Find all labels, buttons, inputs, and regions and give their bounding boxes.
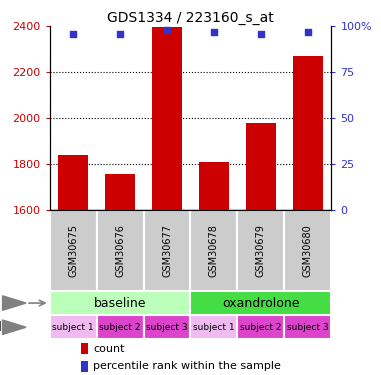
Bar (144, 315, 190, 339)
Bar (285, 210, 331, 291)
Text: oxandrolone: oxandrolone (222, 297, 300, 310)
Bar (237, 210, 285, 291)
Point (164, 27, 170, 33)
Bar (199, 162, 229, 210)
Title: GDS1334 / 223160_s_at: GDS1334 / 223160_s_at (107, 11, 274, 25)
Bar (152, 27, 182, 210)
Point (70, 31, 76, 37)
Point (258, 31, 264, 37)
Bar (237, 315, 285, 339)
Bar (144, 210, 190, 291)
Bar (246, 123, 276, 210)
Bar (96, 315, 144, 339)
Bar (50, 291, 190, 315)
Text: GSM30675: GSM30675 (68, 224, 78, 277)
Text: subject 3: subject 3 (146, 323, 188, 332)
Text: count: count (93, 344, 125, 354)
Bar (58, 155, 88, 210)
Point (117, 31, 123, 37)
Point (211, 29, 217, 35)
Bar (285, 315, 331, 339)
Text: individual: individual (0, 321, 2, 334)
Text: subject 3: subject 3 (287, 323, 329, 332)
Bar (190, 210, 237, 291)
Bar (96, 210, 144, 291)
Bar (80, 343, 88, 354)
Text: subject 1: subject 1 (52, 323, 94, 332)
Bar (50, 315, 96, 339)
Bar (105, 174, 135, 210)
Bar (80, 361, 88, 372)
Text: baseline: baseline (94, 297, 146, 310)
Bar (190, 315, 237, 339)
Text: subject 1: subject 1 (193, 323, 235, 332)
Polygon shape (3, 320, 26, 334)
Point (305, 29, 311, 35)
Text: GSM30680: GSM30680 (303, 224, 313, 277)
Bar (50, 210, 96, 291)
Bar (293, 56, 323, 210)
Text: GSM30676: GSM30676 (115, 224, 125, 277)
Text: GSM30679: GSM30679 (256, 224, 266, 277)
Text: subject 2: subject 2 (99, 323, 141, 332)
Text: percentile rank within the sample: percentile rank within the sample (93, 362, 281, 371)
Text: subject 2: subject 2 (240, 323, 282, 332)
Polygon shape (3, 296, 26, 310)
Text: GSM30678: GSM30678 (209, 224, 219, 277)
Text: GSM30677: GSM30677 (162, 224, 172, 277)
Bar (190, 291, 331, 315)
